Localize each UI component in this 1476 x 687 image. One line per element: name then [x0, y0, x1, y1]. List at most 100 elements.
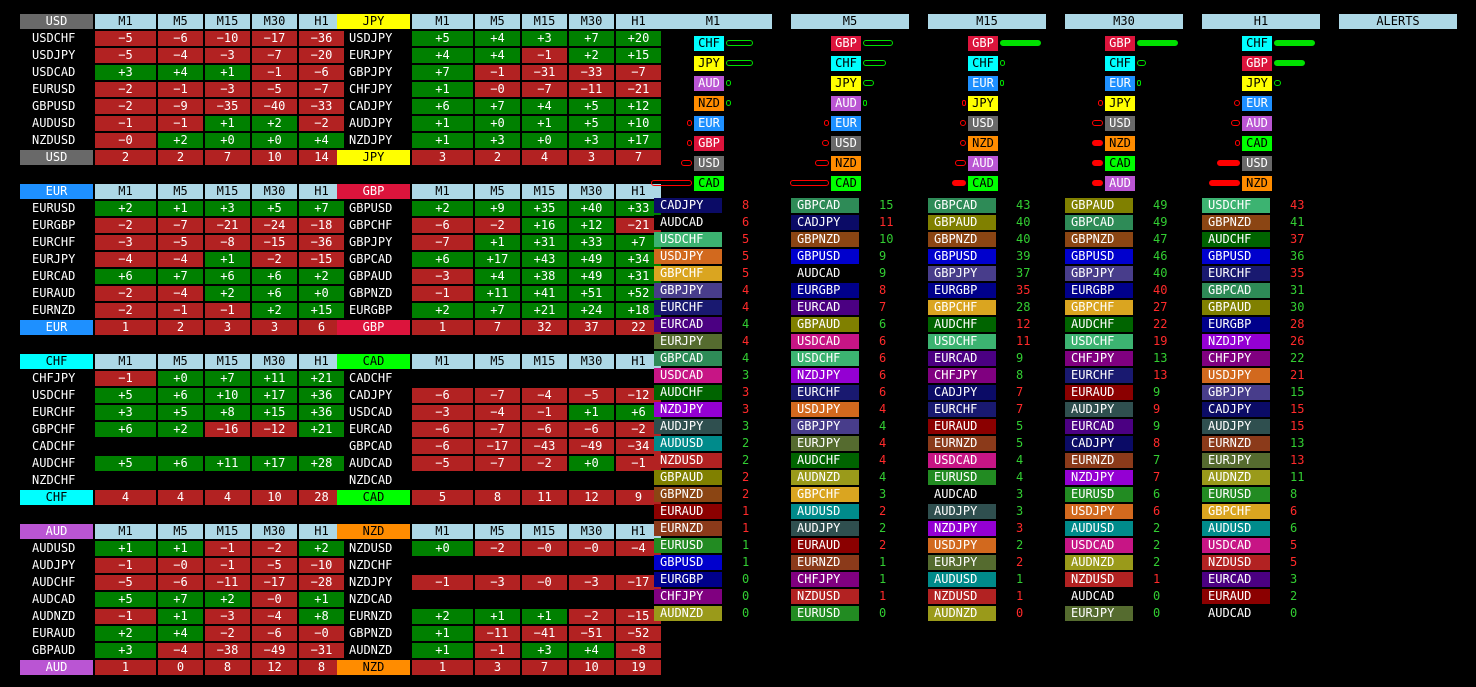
table-currency-header: USD — [20, 14, 93, 29]
pair-change-cell: +6 — [95, 422, 156, 437]
pair-rank-value: 22 — [1153, 317, 1168, 331]
pair-rank-label: GBPUSD — [791, 249, 859, 264]
strength-bar — [1231, 120, 1240, 126]
pair-change-cell: −49 — [569, 439, 614, 454]
strength-timeframe-header: H1 — [1202, 14, 1320, 29]
pair-label: AUDJPY — [349, 116, 393, 130]
pair-change-cell: −11 — [569, 82, 614, 97]
pair-change-cell — [95, 439, 156, 454]
pair-change-cell: +21 — [299, 371, 344, 386]
table-currency-header: NZD — [337, 524, 410, 539]
pair-change-cell: −7 — [158, 218, 203, 233]
pair-rank-label: AUDCHF — [791, 453, 859, 468]
pair-rank-value: 1 — [1016, 572, 1024, 586]
pair-change-cell: +6 — [616, 405, 661, 420]
pair-rank-value: 2 — [1290, 589, 1298, 603]
strength-bar — [863, 60, 886, 66]
pair-change-cell: +41 — [522, 286, 567, 301]
pair-rank-value: 5 — [1016, 419, 1024, 433]
pair-change-cell: +6 — [412, 99, 473, 114]
currency-strength-label: USD — [1105, 116, 1135, 131]
pair-change-cell: +2 — [158, 422, 203, 437]
pair-rank-value: 9 — [879, 266, 887, 280]
timeframe-header: H1 — [299, 184, 344, 199]
pair-change-cell: +18 — [616, 303, 661, 318]
pair-rank-value: 4 — [742, 283, 750, 297]
pair-rank-label: GBPJPY — [1202, 385, 1270, 400]
pair-rank-value: 2 — [742, 436, 750, 450]
pair-label: GBPAUD — [349, 269, 393, 283]
pair-rank-value: 40 — [1016, 215, 1031, 229]
pair-label: GBPNZD — [349, 286, 393, 300]
pair-rank-value: 1 — [1016, 589, 1024, 603]
pair-change-cell: +1 — [569, 405, 614, 420]
pair-rank-label: USDJPY — [928, 538, 996, 553]
pair-rank-label: EURAUD — [654, 504, 722, 519]
pair-rank-label: EURAUD — [791, 538, 859, 553]
pair-rank-value: 4 — [879, 436, 887, 450]
timeframe-header: M30 — [569, 524, 614, 539]
pair-rank-value: 22 — [1290, 351, 1305, 365]
pair-change-cell: +7 — [205, 371, 250, 386]
pair-change-cell: +6 — [252, 269, 297, 284]
pair-rank-value: 4 — [742, 317, 750, 331]
pair-change-cell: +15 — [616, 48, 661, 63]
pair-rank-label: GBPNZD — [791, 232, 859, 247]
timeframe-header: M5 — [158, 184, 203, 199]
pair-rank-value: 6 — [1153, 504, 1161, 518]
pair-rank-label: EURCHF — [1202, 266, 1270, 281]
pair-label: GBPUSD — [349, 201, 393, 215]
pair-change-cell: +10 — [616, 116, 661, 131]
pair-rank-value: 6 — [879, 334, 887, 348]
currency-strength-label: JPY — [831, 76, 861, 91]
pair-change-cell: +0 — [158, 371, 203, 386]
timeframe-header: H1 — [299, 524, 344, 539]
pair-change-cell: −2 — [616, 422, 661, 437]
pair-rank-label: EURGBP — [1202, 317, 1270, 332]
pair-change-cell: +11 — [205, 456, 250, 471]
currency-strength-label: NZD — [694, 96, 724, 111]
pair-label: GBPUSD — [32, 99, 76, 113]
timeframe-header: M1 — [95, 354, 156, 369]
timeframe-header: H1 — [299, 14, 344, 29]
pair-rank-value: 6 — [879, 317, 887, 331]
pair-change-cell: +1 — [95, 541, 156, 556]
pair-change-cell: +1 — [522, 116, 567, 131]
strength-bar — [726, 60, 753, 66]
pair-rank-label: GBPAUD — [1065, 198, 1133, 213]
pair-change-cell: +2 — [252, 303, 297, 318]
pair-change-cell: +4 — [522, 99, 567, 114]
pair-change-cell: −1 — [412, 286, 473, 301]
pair-rank-label: EURCHF — [791, 385, 859, 400]
pair-change-cell: −6 — [522, 422, 567, 437]
pair-change-cell: +38 — [522, 269, 567, 284]
pair-change-cell: −1 — [158, 303, 203, 318]
pair-rank-label: GBPCAD — [791, 198, 859, 213]
pair-rank-value: 6 — [879, 385, 887, 399]
currency-strength-label: GBP — [968, 36, 998, 51]
pair-rank-value: 3 — [742, 402, 750, 416]
pair-rank-label: USDCAD — [654, 368, 722, 383]
pair-rank-value: 8 — [879, 283, 887, 297]
pair-change-cell: +5 — [95, 456, 156, 471]
timeframe-header: M5 — [158, 354, 203, 369]
pair-rank-label: EURCAD — [791, 300, 859, 315]
pair-change-cell: +1 — [158, 609, 203, 624]
pair-rank-value: 0 — [742, 589, 750, 603]
pair-change-cell: +51 — [569, 286, 614, 301]
pair-label: AUDCAD — [349, 456, 393, 470]
pair-change-cell — [158, 473, 203, 488]
pair-rank-value: 26 — [1290, 334, 1305, 348]
pair-change-cell: +3 — [95, 405, 156, 420]
strength-bar — [955, 160, 966, 166]
pair-change-cell: −31 — [299, 643, 344, 658]
pair-rank-label: EURCHF — [1065, 368, 1133, 383]
pair-label: GBPJPY — [349, 235, 393, 249]
pair-rank-value: 15 — [1290, 402, 1305, 416]
strength-total-cell: 12 — [252, 660, 297, 675]
currency-strength-label: USD — [968, 116, 998, 131]
pair-rank-value: 43 — [1016, 198, 1031, 212]
pair-rank-label: EURCAD — [1065, 419, 1133, 434]
strength-total-cell: 7 — [616, 150, 661, 165]
pair-change-cell: −3 — [205, 82, 250, 97]
